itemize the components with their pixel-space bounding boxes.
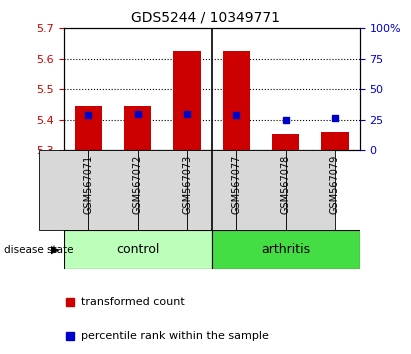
Bar bbox=[64, 230, 212, 269]
Bar bbox=[212, 230, 360, 269]
Text: GSM567073: GSM567073 bbox=[182, 154, 192, 214]
Bar bbox=[173, 51, 201, 150]
Text: control: control bbox=[116, 243, 159, 256]
Bar bbox=[223, 51, 250, 150]
Text: disease state: disease state bbox=[4, 245, 74, 255]
Text: transformed count: transformed count bbox=[81, 297, 185, 307]
Bar bbox=[124, 105, 151, 150]
Bar bbox=[138, 150, 187, 230]
Bar bbox=[75, 106, 102, 150]
Text: GSM567079: GSM567079 bbox=[330, 154, 340, 214]
Text: GSM567071: GSM567071 bbox=[83, 154, 93, 214]
Bar bbox=[286, 150, 335, 230]
Bar bbox=[187, 150, 236, 230]
Text: GSM567078: GSM567078 bbox=[281, 154, 291, 214]
Bar bbox=[272, 134, 299, 150]
Text: percentile rank within the sample: percentile rank within the sample bbox=[81, 331, 269, 341]
Bar bbox=[39, 150, 88, 230]
Bar bbox=[88, 150, 138, 230]
Bar bbox=[321, 132, 349, 150]
Text: ▶: ▶ bbox=[51, 245, 60, 255]
Bar bbox=[236, 150, 286, 230]
Text: GSM567072: GSM567072 bbox=[133, 154, 143, 214]
Text: arthritis: arthritis bbox=[261, 243, 310, 256]
Text: GSM567077: GSM567077 bbox=[231, 154, 241, 214]
Text: GDS5244 / 10349771: GDS5244 / 10349771 bbox=[131, 11, 280, 25]
